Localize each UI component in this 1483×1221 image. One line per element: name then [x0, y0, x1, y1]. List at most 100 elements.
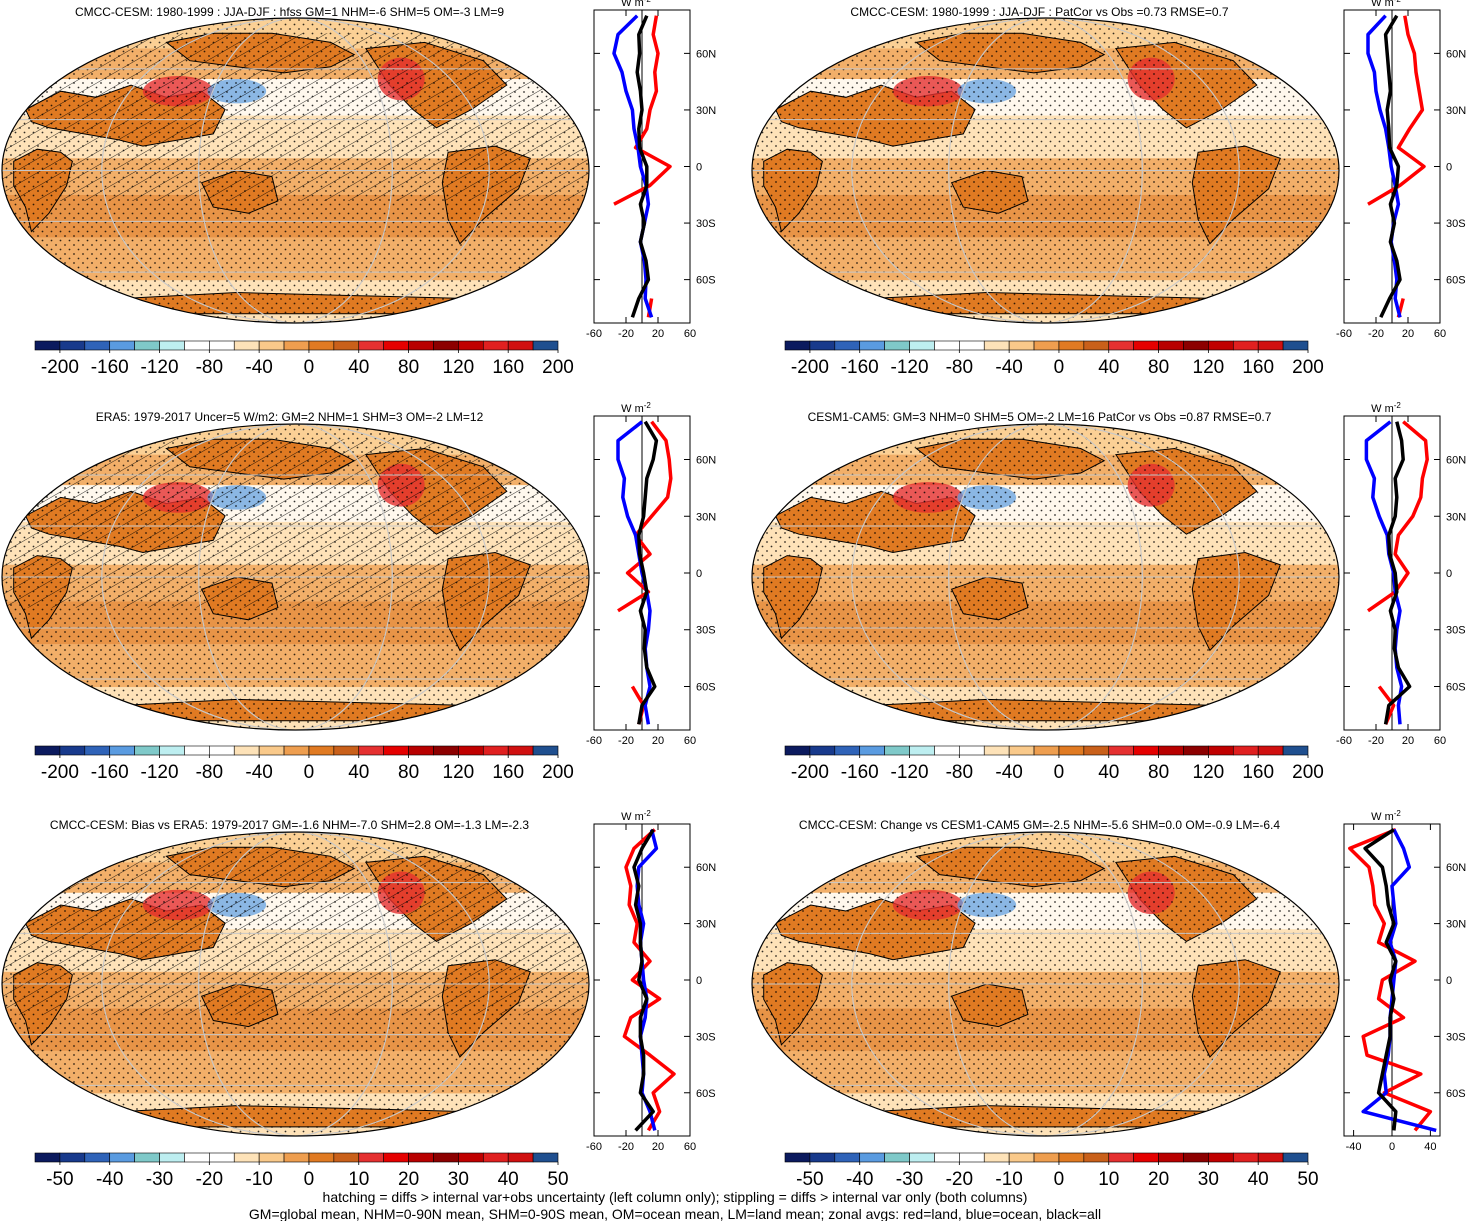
colorbar-label: -50 [796, 1169, 823, 1190]
colorbar-label: 0 [304, 1169, 315, 1190]
x-tick-label: 60 [1434, 735, 1446, 747]
colorbar-swatch [1083, 1152, 1110, 1163]
colorbar-swatch [809, 1152, 836, 1163]
zonal-line-land [1348, 827, 1433, 1132]
colorbar-swatch [983, 1152, 1010, 1163]
colorbar-swatch [109, 1152, 135, 1163]
colorbar-swatch [1282, 1152, 1309, 1163]
map-border [751, 17, 1340, 324]
colorbar-label: 120 [443, 762, 475, 783]
colorbar-swatch [333, 745, 360, 756]
x-tick-label: 20 [1402, 328, 1414, 340]
colorbar-swatch [59, 1152, 86, 1163]
colorbar-swatch [1008, 340, 1035, 351]
colorbar-swatch [134, 745, 160, 756]
units-label: W m-2 [1371, 809, 1401, 823]
colorbar-swatch [458, 340, 484, 351]
colorbar-swatch [184, 1152, 210, 1163]
colorbar-swatch [358, 1152, 384, 1163]
colorbar-swatch [458, 745, 484, 756]
colorbar-swatch [934, 1152, 960, 1163]
colorbar-swatch [34, 1152, 61, 1163]
lat-tick-label: 60N [696, 48, 716, 60]
colorbar-swatch [1158, 745, 1184, 756]
colorbar-swatch [1208, 340, 1234, 351]
panel-4: CESM1-CAM5: GM=3 NHM=0 SHM=5 OM=-2 LM=16… [751, 401, 1466, 783]
x-tick-label: -20 [1368, 735, 1384, 747]
colorbar-swatch [959, 340, 985, 351]
colorbar-swatch [333, 1152, 360, 1163]
lat-tick-label: 30S [1446, 218, 1466, 230]
lat-tick-label: 60N [696, 862, 716, 874]
colorbar-label: 80 [398, 762, 419, 783]
colorbar-label: 200 [542, 357, 574, 378]
colorbar-label: -10 [995, 1169, 1022, 1190]
colorbar-label: -200 [791, 357, 829, 378]
colorbar-swatch [1058, 1152, 1085, 1163]
colorbar-swatch [482, 340, 509, 351]
colorbar-swatch [1208, 1152, 1234, 1163]
colorbar-label: -160 [841, 762, 879, 783]
colorbar-swatch [1232, 340, 1259, 351]
colorbar-swatch [383, 340, 409, 351]
x-tick-label: -20 [618, 735, 634, 747]
colorbar-swatch [909, 340, 935, 351]
colorbar-swatch [159, 340, 185, 351]
panel-title: CESM1-CAM5: GM=3 NHM=0 SHM=5 OM=-2 LM=16… [808, 410, 1272, 424]
zonal-line-all [1383, 421, 1412, 725]
x-tick-label: -60 [1336, 328, 1352, 340]
colorbar-label: -80 [196, 762, 223, 783]
lat-tick-label: 60N [1446, 455, 1466, 467]
colorbar-swatch [258, 745, 285, 756]
colorbar-swatch [1158, 340, 1184, 351]
colorbar-label: 120 [443, 357, 475, 378]
x-tick-label: 60 [684, 735, 696, 747]
colorbar-swatch [859, 340, 885, 351]
x-tick-label: -20 [618, 1141, 634, 1153]
colorbar-swatch [383, 1152, 409, 1163]
colorbar-swatch [433, 340, 459, 351]
lat-tick-label: 0 [696, 568, 702, 580]
lat-tick-label: 0 [1446, 568, 1452, 580]
x-tick-label: 20 [652, 735, 664, 747]
colorbar-label: 30 [448, 1169, 469, 1190]
colorbar-swatch [983, 745, 1010, 756]
colorbar-label: 40 [1098, 357, 1119, 378]
colorbar-swatch [458, 1152, 484, 1163]
colorbar-label: 0 [1054, 1169, 1065, 1190]
colorbar-label: 40 [348, 357, 369, 378]
colorbar-swatch [532, 340, 559, 351]
colorbar-label: -40 [995, 357, 1022, 378]
colorbar-label: 80 [1148, 762, 1169, 783]
colorbar-swatch [209, 745, 235, 756]
x-tick-label: -60 [586, 328, 602, 340]
colorbar-label: -20 [196, 1169, 223, 1190]
units-exponent: -2 [1394, 401, 1402, 410]
map-field [752, 18, 1339, 323]
x-tick-label: 60 [684, 328, 696, 340]
x-tick-label: -60 [586, 1141, 602, 1153]
colorbar-swatch [482, 1152, 509, 1163]
colorbar-label: -80 [946, 762, 973, 783]
colorbar-swatch [1282, 340, 1309, 351]
lat-tick-label: 60S [696, 1088, 716, 1100]
colorbar-swatch [1108, 340, 1134, 351]
colorbar-swatch [507, 1152, 534, 1163]
lat-tick-label: 30S [696, 1031, 716, 1043]
colorbar-label: -200 [41, 357, 79, 378]
colorbar-swatch [283, 340, 310, 351]
zonal-line-all [632, 828, 655, 1132]
lat-tick-label: 30S [696, 218, 716, 230]
colorbar-label: 80 [398, 357, 419, 378]
colorbar-label: -80 [196, 357, 223, 378]
colorbar-swatch [834, 340, 861, 351]
colorbar-swatch [408, 1152, 434, 1163]
lat-tick-label: 0 [1446, 975, 1452, 987]
colorbar-label: 160 [1242, 357, 1274, 378]
colorbar-label: 120 [1193, 762, 1225, 783]
zonal-line-ocean [1361, 828, 1437, 1133]
colorbar-swatch [1033, 1152, 1060, 1163]
units-exponent: -2 [644, 809, 652, 818]
colorbar-label: -160 [91, 762, 129, 783]
